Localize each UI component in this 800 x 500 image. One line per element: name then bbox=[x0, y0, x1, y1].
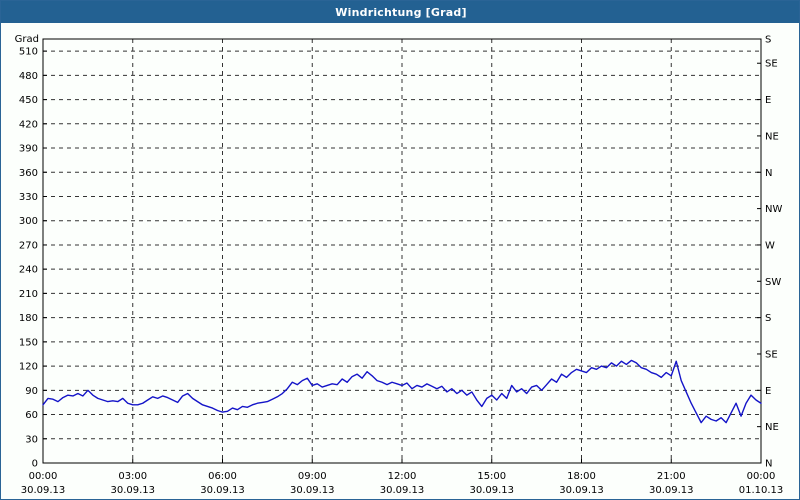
y-tick-label: 300 bbox=[19, 216, 38, 227]
y2-tick-label: S bbox=[765, 313, 771, 324]
y2-tick-label: SW bbox=[765, 277, 781, 288]
y-tick-label: 450 bbox=[19, 95, 38, 106]
y-axis-ticks: 0 30 60 90 120 150 180 210 240 270 300 330 360 390 420… bbox=[19, 47, 47, 470]
y-tick-label: 60 bbox=[25, 410, 38, 421]
x-tick-label-time: 00:00 bbox=[29, 471, 58, 482]
y2-tick-label: N bbox=[765, 168, 772, 179]
y-tick-label: 360 bbox=[19, 168, 38, 179]
y2-tick-label: S bbox=[765, 35, 771, 46]
x-tick-label-time: 09:00 bbox=[298, 471, 327, 482]
y-tick-label: 330 bbox=[19, 192, 38, 203]
x-tick-label-date: 30.09.13 bbox=[21, 485, 66, 496]
y2-tick-label: E bbox=[765, 386, 771, 397]
x-tick-label-date: 30.09.13 bbox=[200, 485, 245, 496]
y-tick-label: 390 bbox=[19, 144, 38, 155]
y-tick-label: 0 bbox=[32, 459, 38, 470]
x-tick-label-time: 06:00 bbox=[208, 471, 237, 482]
vertical-gridlines bbox=[132, 39, 672, 463]
y2-tick-label: NW bbox=[765, 204, 782, 215]
y-tick-label: 510 bbox=[19, 47, 38, 58]
x-tick-label-time: 15:00 bbox=[477, 471, 506, 482]
data-series-group bbox=[42, 359, 762, 424]
x-tick-label-date: 30.09.13 bbox=[559, 485, 604, 496]
data-series-line bbox=[42, 359, 762, 424]
y2-tick-label: E bbox=[765, 95, 771, 106]
y2-axis-ticks: N NE E SE S SW W NW N NE E SE S bbox=[757, 35, 782, 470]
x-axis-ticks: 00:00 30.09.13 03:00 30.09.13 06:00 30.09.13 0… bbox=[21, 459, 784, 496]
y2-tick-label: N bbox=[765, 459, 772, 470]
y-tick-label: 180 bbox=[19, 313, 38, 324]
y2-tick-label: SE bbox=[765, 59, 778, 70]
y-tick-label: 240 bbox=[19, 265, 38, 276]
x-tick-label-time: 18:00 bbox=[567, 471, 596, 482]
windrichtung-line-chart: 0 30 60 90 120 150 180 210 240 270 300 330 360 390 420… bbox=[15, 34, 784, 496]
x-tick-label-time: 03:00 bbox=[118, 471, 147, 482]
x-tick-label-date: 30.09.13 bbox=[110, 485, 155, 496]
y-tick-label: 90 bbox=[25, 386, 38, 397]
y-tick-label: 480 bbox=[19, 71, 38, 82]
window-title-bar: Windrichtung [Grad] bbox=[1, 1, 799, 23]
x-tick-label-date: 01.10.13 bbox=[739, 485, 784, 496]
horizontal-gridlines bbox=[43, 50, 761, 440]
x-tick-label-date: 30.09.13 bbox=[380, 485, 425, 496]
x-tick-label-time: 00:00 bbox=[747, 471, 776, 482]
x-tick-label-date: 30.09.13 bbox=[649, 485, 694, 496]
x-tick-label-date: 30.09.13 bbox=[469, 485, 514, 496]
x-tick-label-date: 30.09.13 bbox=[290, 485, 335, 496]
y-tick-label: 420 bbox=[19, 119, 38, 130]
y2-tick-label: SE bbox=[765, 349, 778, 360]
y-axis-unit-label: Grad bbox=[15, 34, 39, 45]
x-tick-label-time: 12:00 bbox=[388, 471, 417, 482]
chart-plot-area: 0 30 60 90 120 150 180 210 240 270 300 330 360 390 420… bbox=[1, 23, 799, 499]
y2-tick-label: W bbox=[765, 240, 775, 251]
plot-frame bbox=[42, 38, 762, 464]
y-tick-label: 120 bbox=[19, 362, 38, 373]
axis-frame bbox=[42, 38, 762, 464]
y-tick-label: 270 bbox=[19, 240, 38, 251]
page-title: Windrichtung [Grad] bbox=[335, 5, 467, 19]
y2-tick-label: NE bbox=[765, 422, 779, 433]
y-tick-label: 30 bbox=[25, 434, 38, 445]
y-tick-label: 150 bbox=[19, 337, 38, 348]
x-tick-label-time: 21:00 bbox=[657, 471, 686, 482]
y2-tick-label: NE bbox=[765, 131, 779, 142]
y-tick-label: 210 bbox=[19, 289, 38, 300]
